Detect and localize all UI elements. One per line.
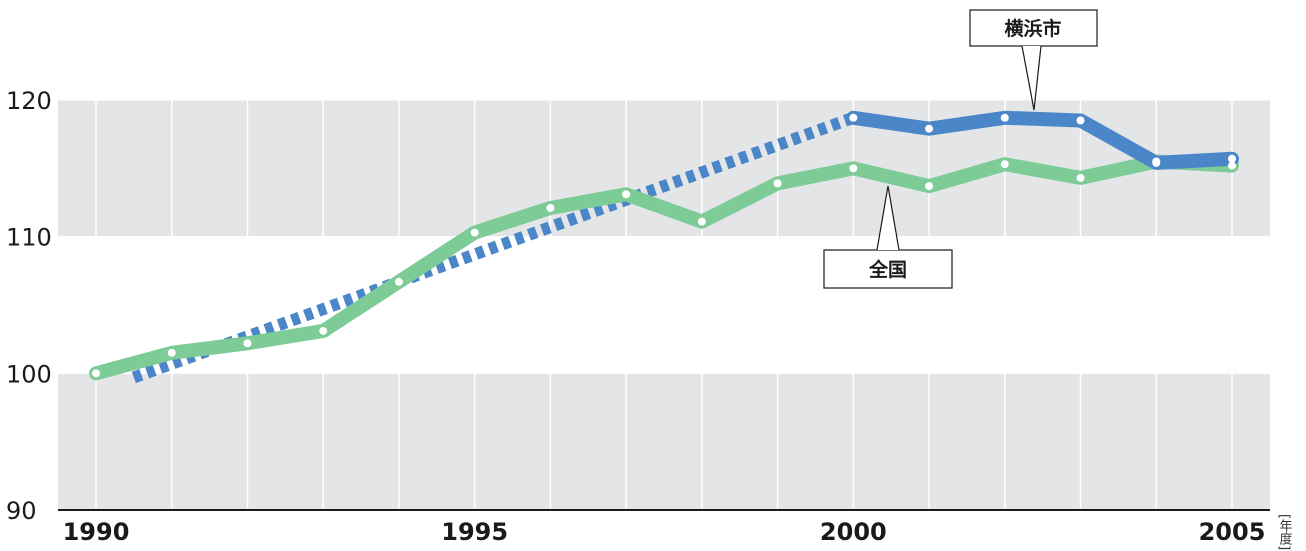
data-point-national-2000 bbox=[849, 164, 858, 173]
plot-background bbox=[58, 100, 1270, 510]
data-point-national-1990 bbox=[92, 369, 100, 378]
data-point-national-2001 bbox=[925, 182, 934, 191]
data-point-yokohama-2002 bbox=[1000, 113, 1009, 122]
data-point-yokohama-2001 bbox=[925, 124, 934, 133]
data-point-national-2003 bbox=[1076, 173, 1085, 182]
data-point-yokohama-2000 bbox=[849, 113, 858, 122]
callout-label-yokohama: 横浜市 bbox=[1004, 17, 1061, 40]
series-line-yokohama-dashed bbox=[131, 112, 856, 384]
data-point-national-1991 bbox=[167, 348, 176, 357]
axes: 90 100 110 120 1990 1995 2000 2005 [年度] bbox=[6, 87, 1292, 550]
data-point-national-1992 bbox=[243, 339, 252, 348]
x-tick-label-2005: 2005 bbox=[1199, 518, 1266, 546]
x-tick-label-1995: 1995 bbox=[441, 518, 508, 546]
data-point-national-1994 bbox=[394, 277, 403, 286]
series-lines bbox=[89, 110, 1239, 384]
data-point-yokohama-2004 bbox=[1152, 158, 1161, 167]
data-point-national-1999 bbox=[773, 179, 782, 188]
data-point-national-1995 bbox=[470, 228, 479, 237]
y-tick-label-90: 90 bbox=[6, 497, 37, 525]
data-point-national-1996 bbox=[546, 203, 555, 212]
x-tick-label-1990: 1990 bbox=[63, 518, 130, 546]
data-point-yokohama-2003 bbox=[1076, 116, 1085, 125]
x-tick-label-2000: 2000 bbox=[820, 518, 887, 546]
x-axis-unit-label: [年度] bbox=[1277, 514, 1293, 550]
y-tick-label-100: 100 bbox=[6, 360, 52, 388]
y-tick-label-110: 110 bbox=[6, 224, 52, 252]
series-line-national bbox=[89, 154, 1239, 381]
data-point-national-2005 bbox=[1228, 161, 1236, 170]
data-points bbox=[92, 113, 1236, 378]
callout-label-national: 全国 bbox=[868, 258, 907, 281]
data-point-national-1997 bbox=[622, 190, 631, 199]
data-point-national-1993 bbox=[319, 326, 328, 335]
callout-pointer-yokohama bbox=[1021, 45, 1042, 111]
data-point-yokohama-2005 bbox=[1228, 154, 1236, 163]
band-90-100 bbox=[58, 373, 1270, 510]
y-tick-label-120: 120 bbox=[6, 87, 52, 115]
series-line-yokohama bbox=[846, 110, 1239, 170]
data-point-national-1998 bbox=[697, 217, 706, 226]
data-point-national-2002 bbox=[1000, 160, 1009, 169]
callout-box-yokohama bbox=[969, 9, 1098, 47]
callout-pointer-national bbox=[876, 185, 900, 251]
